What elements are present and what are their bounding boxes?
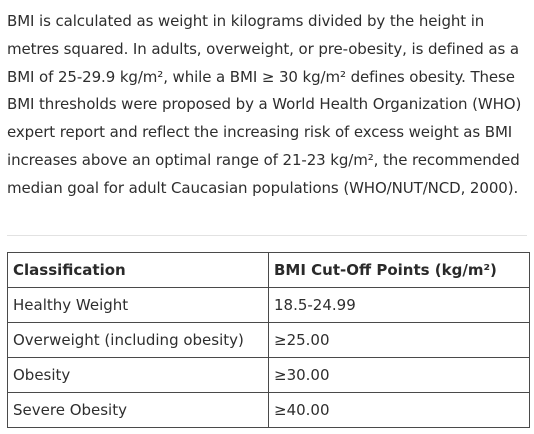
cutoff-cell: ≥30.00	[268, 356, 530, 393]
table-row: Overweight (including obesity) ≥25.00	[7, 321, 530, 358]
table-header-row: Classification BMI Cut-Off Points (kg/m²…	[7, 251, 530, 288]
classification-cell: Overweight (including obesity)	[7, 321, 269, 358]
table-row: Obesity ≥30.00	[7, 356, 530, 393]
intro-paragraph: BMI is calculated as weight in kilograms…	[7, 12, 522, 197]
section-divider	[7, 234, 527, 236]
classification-cell: Healthy Weight	[7, 286, 269, 323]
cutoff-cell: 18.5-24.99	[268, 286, 530, 323]
classification-cell: Obesity	[7, 356, 269, 393]
table-row: Healthy Weight 18.5-24.99	[7, 286, 530, 323]
header-classification: Classification	[7, 251, 269, 288]
cutoff-cell: ≥25.00	[268, 321, 530, 358]
cutoff-cell: ≥40.00	[268, 391, 530, 428]
table-row: Severe Obesity ≥40.00	[7, 391, 530, 428]
bmi-classification-table: Classification BMI Cut-Off Points (kg/m²…	[7, 251, 530, 428]
header-bmi-cutoff: BMI Cut-Off Points (kg/m²)	[268, 251, 530, 288]
classification-cell: Severe Obesity	[7, 391, 269, 428]
